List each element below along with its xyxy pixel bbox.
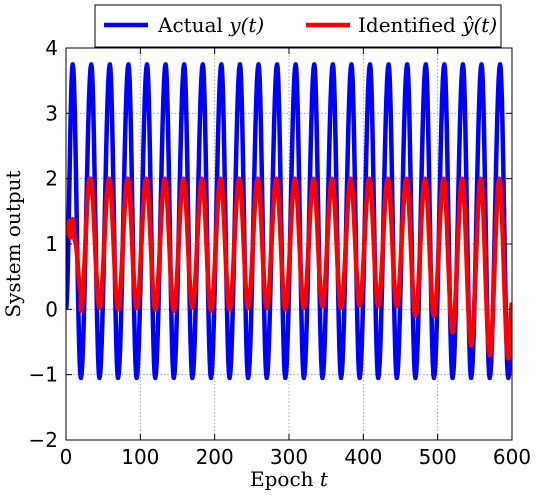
y-tick-label: 0 [45, 297, 58, 321]
x-tick-label: 400 [344, 445, 382, 469]
x-tick-label: 100 [121, 445, 159, 469]
legend-box [94, 4, 502, 48]
series-line-identified [66, 176, 512, 361]
y-axis-label: System output [1, 170, 25, 317]
x-axis-label: Epoch t [250, 467, 329, 491]
x-tick-label: 0 [60, 445, 73, 469]
x-tick-label: 200 [196, 445, 234, 469]
x-tick-label: 500 [419, 445, 457, 469]
y-tick-label: 2 [45, 167, 58, 191]
y-tick-label: 1 [45, 232, 58, 256]
y-tick-label: 4 [45, 36, 58, 60]
legend: Actual y(t) Identified ŷ(t) [94, 4, 502, 48]
legend-label: Identified ŷ(t) [358, 13, 497, 37]
x-tick-label: 300 [270, 445, 308, 469]
y-tick-label: 3 [45, 101, 58, 125]
y-tick-label: −2 [29, 428, 58, 452]
x-tick-label: 600 [493, 445, 531, 469]
y-tick-label: −1 [29, 363, 58, 387]
legend-label: Actual y(t) [157, 13, 264, 37]
axis-ticks: 0 100 200 300 400 500 600 −2 −1 0 1 2 3 4 [29, 36, 532, 469]
series-lines [66, 62, 512, 381]
